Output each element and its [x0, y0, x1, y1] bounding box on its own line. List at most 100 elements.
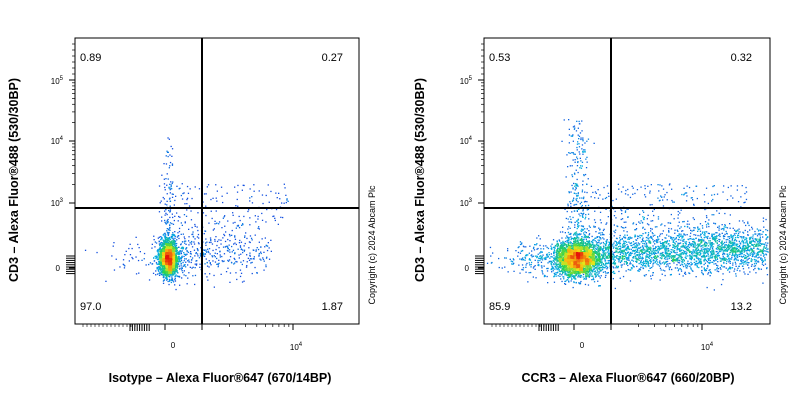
event-point	[651, 204, 653, 206]
event-point	[597, 275, 600, 277]
event-point	[580, 274, 582, 277]
event-point	[675, 240, 677, 243]
event-point	[761, 263, 763, 265]
event-point	[166, 150, 168, 152]
event-point	[661, 196, 663, 198]
event-point	[189, 252, 192, 255]
event-point	[167, 237, 169, 239]
event-point	[660, 263, 662, 265]
event-point	[157, 269, 159, 272]
event-point	[651, 232, 653, 234]
event-point	[182, 271, 184, 274]
left-plot-frame	[74, 37, 360, 325]
event-point	[231, 262, 233, 264]
event-point	[652, 260, 654, 262]
event-point	[577, 233, 579, 235]
event-point	[216, 222, 218, 225]
event-point	[181, 256, 183, 258]
event-point	[718, 238, 720, 241]
event-point	[612, 271, 614, 273]
event-point	[216, 200, 218, 202]
event-point	[756, 261, 758, 263]
event-point	[176, 265, 178, 267]
event-point	[172, 243, 174, 245]
event-point	[169, 250, 171, 252]
event-point	[169, 197, 171, 199]
event-point	[649, 237, 651, 239]
event-point	[583, 232, 585, 234]
event-point	[217, 266, 219, 268]
event-point	[168, 249, 170, 251]
event-point	[706, 236, 708, 238]
event-point	[256, 272, 258, 274]
event-point	[227, 238, 229, 241]
event-point	[754, 267, 756, 270]
event-point	[577, 193, 579, 195]
event-point	[557, 248, 559, 250]
event-point	[164, 221, 166, 223]
event-point	[709, 271, 712, 273]
event-point	[223, 233, 225, 236]
event-point	[196, 248, 198, 250]
event-point	[249, 188, 251, 190]
event-point	[718, 240, 720, 243]
event-point	[728, 237, 731, 240]
event-point	[673, 239, 675, 241]
event-point	[537, 253, 539, 255]
event-point	[625, 189, 627, 192]
event-point	[175, 245, 177, 248]
event-point	[735, 240, 738, 242]
event-point	[700, 236, 702, 238]
event-point	[163, 253, 166, 256]
event-point	[640, 246, 642, 248]
event-point	[240, 248, 243, 250]
event-point	[577, 161, 579, 163]
event-point	[582, 209, 584, 211]
event-point	[169, 189, 171, 191]
event-point	[632, 187, 634, 189]
event-point	[665, 237, 667, 239]
event-point	[518, 264, 520, 266]
event-point	[623, 242, 625, 244]
event-point	[688, 246, 691, 249]
event-point	[566, 235, 568, 237]
event-point	[155, 257, 157, 260]
event-point	[755, 263, 757, 265]
event-point	[582, 239, 584, 241]
event-point	[519, 243, 522, 246]
event-point	[679, 264, 682, 266]
event-point	[268, 247, 270, 249]
event-point	[601, 259, 603, 261]
event-point	[742, 231, 744, 233]
event-point	[207, 184, 210, 186]
event-point	[748, 249, 751, 251]
event-point	[704, 221, 707, 223]
event-point	[191, 267, 193, 269]
event-point	[747, 221, 749, 223]
event-point	[747, 273, 749, 275]
event-point	[179, 216, 181, 218]
event-point	[162, 280, 165, 282]
event-point	[758, 256, 760, 258]
event-point	[707, 248, 710, 250]
event-point	[671, 199, 673, 202]
event-point	[652, 241, 655, 243]
event-point	[744, 242, 746, 244]
event-point	[588, 225, 590, 227]
event-point	[538, 264, 540, 267]
event-point	[657, 251, 659, 253]
event-point	[652, 252, 654, 255]
event-point	[767, 248, 769, 250]
event-point	[629, 263, 631, 265]
event-point	[195, 252, 197, 255]
event-point	[553, 272, 555, 275]
event-point	[165, 274, 167, 277]
event-point	[559, 275, 561, 277]
event-point	[655, 252, 657, 255]
event-point	[687, 245, 689, 247]
event-point	[182, 233, 184, 235]
event-point	[742, 245, 744, 248]
event-point	[759, 234, 761, 236]
event-point	[583, 212, 585, 214]
event-point	[741, 185, 743, 187]
